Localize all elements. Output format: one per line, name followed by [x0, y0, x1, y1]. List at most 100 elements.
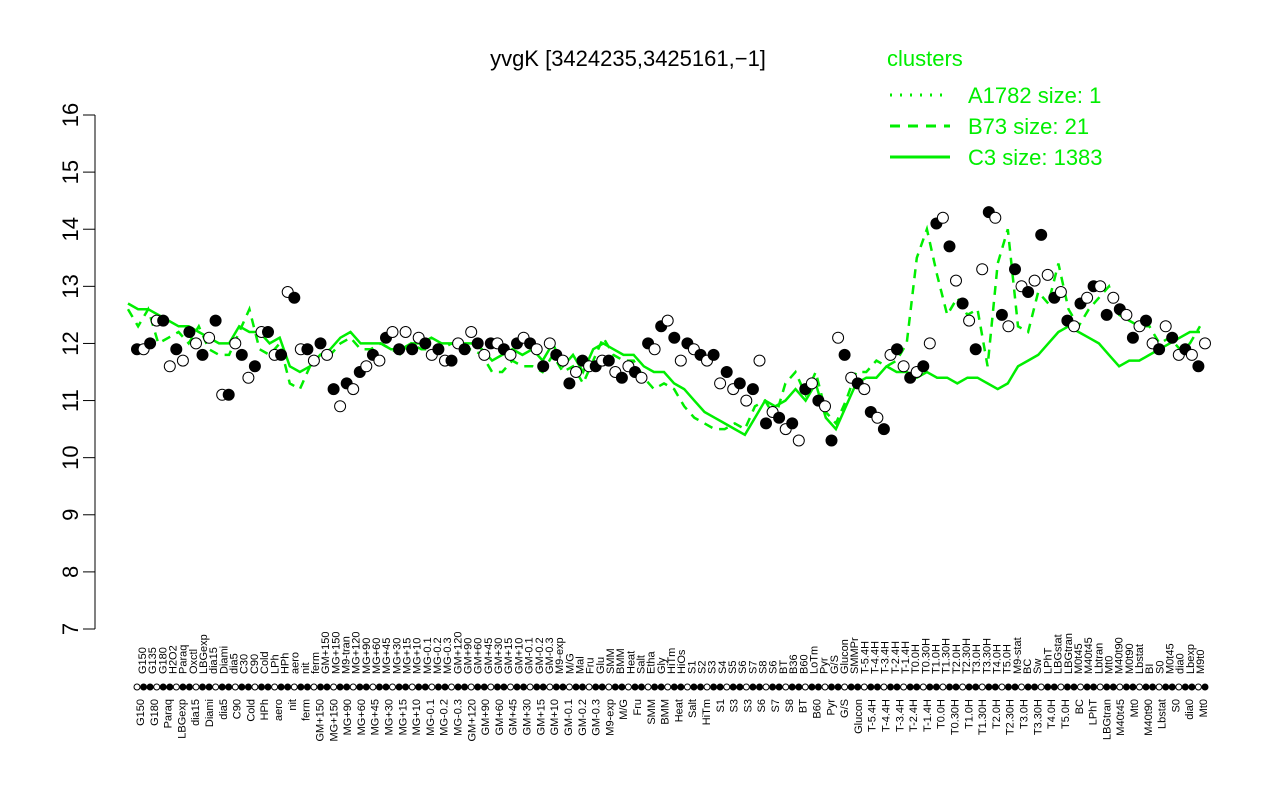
rug-marker: [369, 683, 377, 691]
x-label-top: Fru: [585, 658, 597, 675]
data-point: [399, 326, 412, 338]
x-label-top: GM+150: [320, 632, 332, 675]
x-label-top: MG+45: [381, 638, 393, 674]
data-point: [203, 331, 216, 344]
data-point: [537, 360, 550, 373]
x-label-top: Heat: [625, 651, 637, 674]
x-label-top: G150: [137, 647, 149, 674]
data-point: [917, 360, 930, 373]
x-label-top: Glucon: [839, 639, 851, 674]
rug-marker: [1168, 683, 1176, 691]
x-label-top: GM+45: [483, 638, 495, 674]
x-label-top: HPh: [279, 653, 291, 674]
rug-marker: [1096, 683, 1104, 691]
rug-marker: [1050, 683, 1058, 691]
data-point: [714, 377, 727, 390]
rug-marker: [821, 683, 829, 691]
data-point: [248, 360, 261, 373]
x-label-top: Salt: [636, 655, 648, 674]
data-point: [760, 417, 772, 430]
rug-marker: [297, 683, 305, 691]
x-label-top: T1.0H: [931, 644, 943, 674]
x-label-top: ferm: [310, 652, 322, 674]
x-label-top: T-5.4H: [859, 641, 871, 674]
rug-marker: [624, 683, 632, 691]
x-label-top: S4: [717, 661, 729, 674]
x-axis-labels: G150G135G180H2O2ParaqOxctlLBGexpdia15Dia…: [135, 632, 1210, 742]
rug-marker: [965, 683, 973, 691]
rug-marker: [500, 683, 508, 691]
data-point: [753, 354, 766, 367]
data-point: [170, 343, 183, 356]
data-point: [943, 240, 956, 253]
x-label-top: Gly: [656, 657, 668, 674]
data-point: [1120, 308, 1133, 321]
data-point: [1192, 360, 1205, 373]
x-label-bottom: Mt0: [1198, 699, 1210, 717]
rug-marker: [631, 683, 639, 691]
data-point: [648, 343, 661, 356]
data-point: [1068, 320, 1080, 333]
rug-marker: [244, 683, 252, 691]
x-label-bottom: G/S: [839, 699, 851, 718]
x-label-bottom: HiTm: [701, 699, 713, 725]
x-label-bottom: GM-0.1: [563, 699, 575, 736]
x-label-top: B36: [788, 654, 800, 674]
x-label-bottom: HPh: [259, 699, 271, 720]
data-point: [570, 366, 582, 378]
legend-entry-b73: B73 size: 21: [968, 114, 1089, 139]
data-point: [858, 383, 871, 396]
x-label-top: Glu: [595, 657, 607, 674]
rug-marker: [775, 683, 783, 691]
data-point: [373, 354, 386, 367]
x-label-bottom: S1: [715, 699, 727, 712]
x-label-bottom: MG-0.3: [453, 699, 465, 736]
x-label-top: LBGstat: [1053, 634, 1065, 674]
rug-marker: [349, 683, 357, 691]
rug-marker: [723, 683, 731, 691]
x-label-bottom: M40t90: [1143, 699, 1155, 736]
rug-marker: [1201, 683, 1209, 691]
rug-marker: [939, 683, 947, 691]
legend-entry-a1782: A1782 size: 1: [968, 83, 1101, 108]
x-label-bottom: S3: [742, 699, 754, 712]
series-line-dashed: [126, 224, 1202, 431]
data-point: [1009, 263, 1021, 276]
rug-marker: [756, 683, 763, 691]
data-point: [183, 326, 196, 338]
data-point: [327, 383, 340, 396]
rug-marker: [389, 683, 396, 691]
rug-marker: [919, 683, 927, 691]
data-point: [877, 423, 890, 436]
rug-marker: [185, 683, 193, 691]
x-label-top: BMM: [615, 648, 627, 674]
x-label-top: HiTm: [666, 648, 678, 674]
x-label-top: H2O2: [168, 645, 180, 674]
x-label-bottom: Lbstat: [1157, 699, 1169, 729]
x-label-bottom: T4.0H: [1046, 699, 1058, 729]
x-label-top: HiOs: [676, 649, 688, 674]
x-label-bottom: dia0: [1184, 699, 1196, 720]
x-label-top: T2.30H: [961, 638, 973, 674]
rug-marker: [428, 683, 436, 691]
rug-marker: [598, 683, 606, 691]
rug-marker: [913, 683, 921, 691]
x-label-top: BC: [1022, 659, 1034, 674]
x-label-top: G135: [147, 647, 159, 674]
x-label-top: M0t45: [1165, 643, 1177, 674]
rug-marker: [526, 683, 534, 691]
x-label-bottom: LBGtran: [1101, 699, 1113, 740]
rug-marker: [1142, 683, 1150, 691]
rug-marker: [231, 683, 239, 691]
x-label-top: Lbexp: [1185, 644, 1197, 674]
data-point: [543, 337, 556, 350]
rug-marker: [159, 683, 167, 691]
data-point: [465, 326, 478, 338]
rug-marker: [1063, 683, 1071, 691]
x-label-bottom: GM+90: [480, 699, 492, 735]
rug-marker: [972, 683, 980, 691]
x-label-top: nit: [300, 662, 312, 674]
x-label-top: Oxctl: [188, 649, 200, 674]
y-tick-label: 7: [58, 623, 83, 635]
x-label-bottom: Diami: [204, 699, 216, 727]
